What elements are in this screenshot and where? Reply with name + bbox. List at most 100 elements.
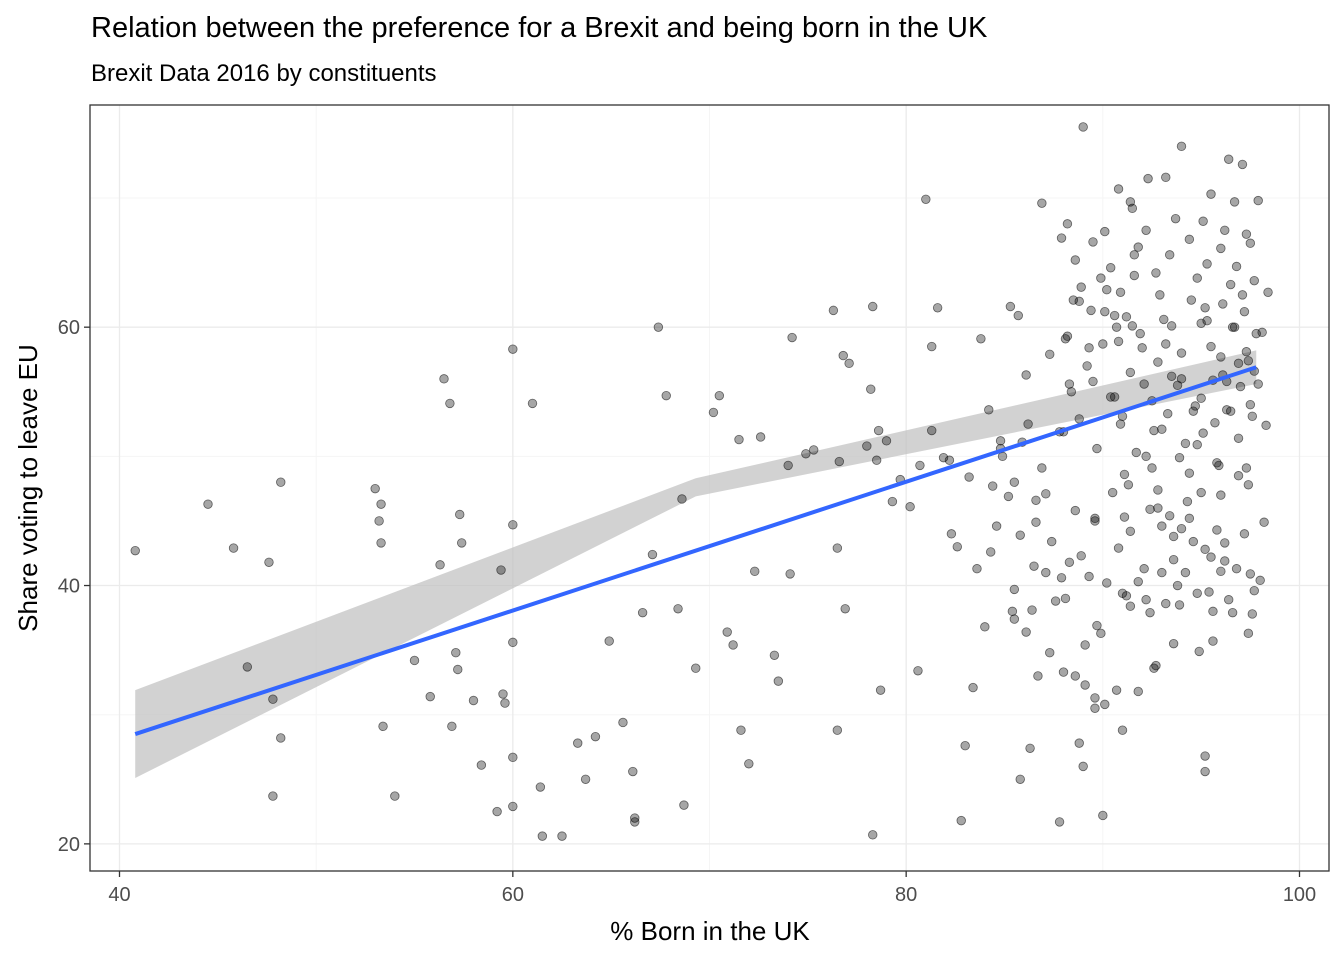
data-point bbox=[1143, 173, 1153, 184]
data-point bbox=[378, 721, 388, 732]
data-point bbox=[1060, 334, 1071, 344]
data-point bbox=[457, 538, 467, 548]
data-point bbox=[1157, 521, 1167, 531]
data-point bbox=[905, 502, 915, 512]
data-point bbox=[1119, 469, 1130, 480]
data-point bbox=[1031, 517, 1041, 527]
data-point bbox=[1161, 598, 1171, 609]
data-points bbox=[130, 122, 1273, 841]
data-point bbox=[1161, 172, 1171, 183]
data-point bbox=[708, 407, 719, 418]
data-point bbox=[1249, 275, 1259, 286]
data-point bbox=[1080, 680, 1090, 690]
data-point bbox=[1166, 371, 1177, 381]
data-point bbox=[130, 545, 140, 556]
data-point bbox=[455, 509, 465, 520]
data-point bbox=[1041, 489, 1051, 499]
data-point bbox=[1037, 198, 1047, 208]
data-point bbox=[376, 499, 386, 509]
data-point bbox=[787, 332, 797, 343]
data-point bbox=[1216, 243, 1226, 254]
data-point bbox=[1084, 571, 1094, 582]
data-point bbox=[1092, 443, 1102, 454]
data-point bbox=[1204, 587, 1214, 597]
data-point bbox=[1237, 159, 1248, 170]
data-point bbox=[913, 666, 923, 676]
data-point bbox=[1259, 517, 1269, 527]
data-point bbox=[203, 499, 213, 509]
data-point bbox=[960, 741, 970, 751]
data-point bbox=[952, 542, 963, 552]
data-point bbox=[1135, 328, 1145, 339]
data-point bbox=[1223, 154, 1234, 164]
data-point bbox=[498, 689, 508, 699]
data-point bbox=[1003, 491, 1014, 502]
data-point bbox=[673, 604, 683, 614]
data-point bbox=[1139, 379, 1149, 389]
data-point bbox=[496, 565, 506, 575]
data-point bbox=[1216, 490, 1226, 500]
data-point bbox=[1192, 588, 1202, 598]
data-point bbox=[832, 543, 843, 553]
data-point bbox=[1117, 725, 1128, 735]
data-point bbox=[1045, 349, 1055, 360]
data-point bbox=[1184, 513, 1195, 524]
data-point bbox=[1210, 418, 1220, 428]
data-point bbox=[1064, 557, 1075, 567]
data-point bbox=[1031, 495, 1041, 505]
data-point bbox=[374, 516, 384, 526]
data-point bbox=[1184, 234, 1195, 245]
confidence-band bbox=[135, 350, 1257, 778]
data-point bbox=[1237, 290, 1248, 300]
data-point bbox=[1163, 409, 1173, 419]
data-point bbox=[1102, 578, 1112, 588]
data-point bbox=[1245, 238, 1256, 248]
data-point bbox=[1129, 270, 1140, 281]
data-point bbox=[1151, 268, 1161, 278]
data-point bbox=[785, 569, 795, 579]
data-point bbox=[1105, 263, 1116, 273]
data-point bbox=[1129, 250, 1140, 260]
data-point bbox=[1202, 316, 1212, 326]
data-point bbox=[1184, 468, 1195, 478]
data-point bbox=[1196, 393, 1206, 403]
data-point bbox=[268, 694, 278, 704]
data-point bbox=[1098, 810, 1108, 821]
data-point bbox=[1125, 601, 1136, 611]
data-point bbox=[1200, 303, 1210, 313]
data-point bbox=[728, 640, 738, 650]
data-point bbox=[868, 830, 878, 840]
trend-line bbox=[134, 365, 1257, 736]
data-point bbox=[881, 436, 892, 446]
data-point bbox=[1200, 544, 1210, 555]
data-point bbox=[1054, 817, 1065, 827]
data-point bbox=[647, 549, 658, 560]
data-point bbox=[915, 460, 925, 471]
x-tick-label: 40 bbox=[108, 884, 130, 906]
data-point bbox=[691, 663, 701, 673]
data-point bbox=[944, 455, 955, 465]
data-point bbox=[508, 637, 518, 648]
data-point bbox=[1166, 321, 1177, 331]
data-point bbox=[927, 425, 937, 436]
data-point bbox=[1078, 761, 1088, 772]
data-point bbox=[1243, 356, 1254, 366]
data-point bbox=[976, 334, 986, 344]
chart-title: Relation between the preference for a Br… bbox=[91, 12, 988, 44]
data-point bbox=[1261, 420, 1271, 431]
data-point bbox=[1125, 526, 1136, 536]
data-point bbox=[1176, 374, 1187, 384]
data-point bbox=[1222, 405, 1232, 415]
x-tick-label: 80 bbox=[895, 884, 917, 906]
data-point bbox=[769, 650, 780, 660]
data-point bbox=[1196, 487, 1206, 498]
data-point bbox=[1090, 513, 1100, 524]
data-point bbox=[1060, 593, 1071, 604]
data-point bbox=[1188, 406, 1199, 416]
data-point bbox=[1212, 458, 1222, 468]
data-point bbox=[964, 472, 974, 482]
data-point bbox=[1245, 569, 1256, 579]
data-point bbox=[988, 481, 998, 491]
data-point bbox=[1045, 647, 1055, 658]
